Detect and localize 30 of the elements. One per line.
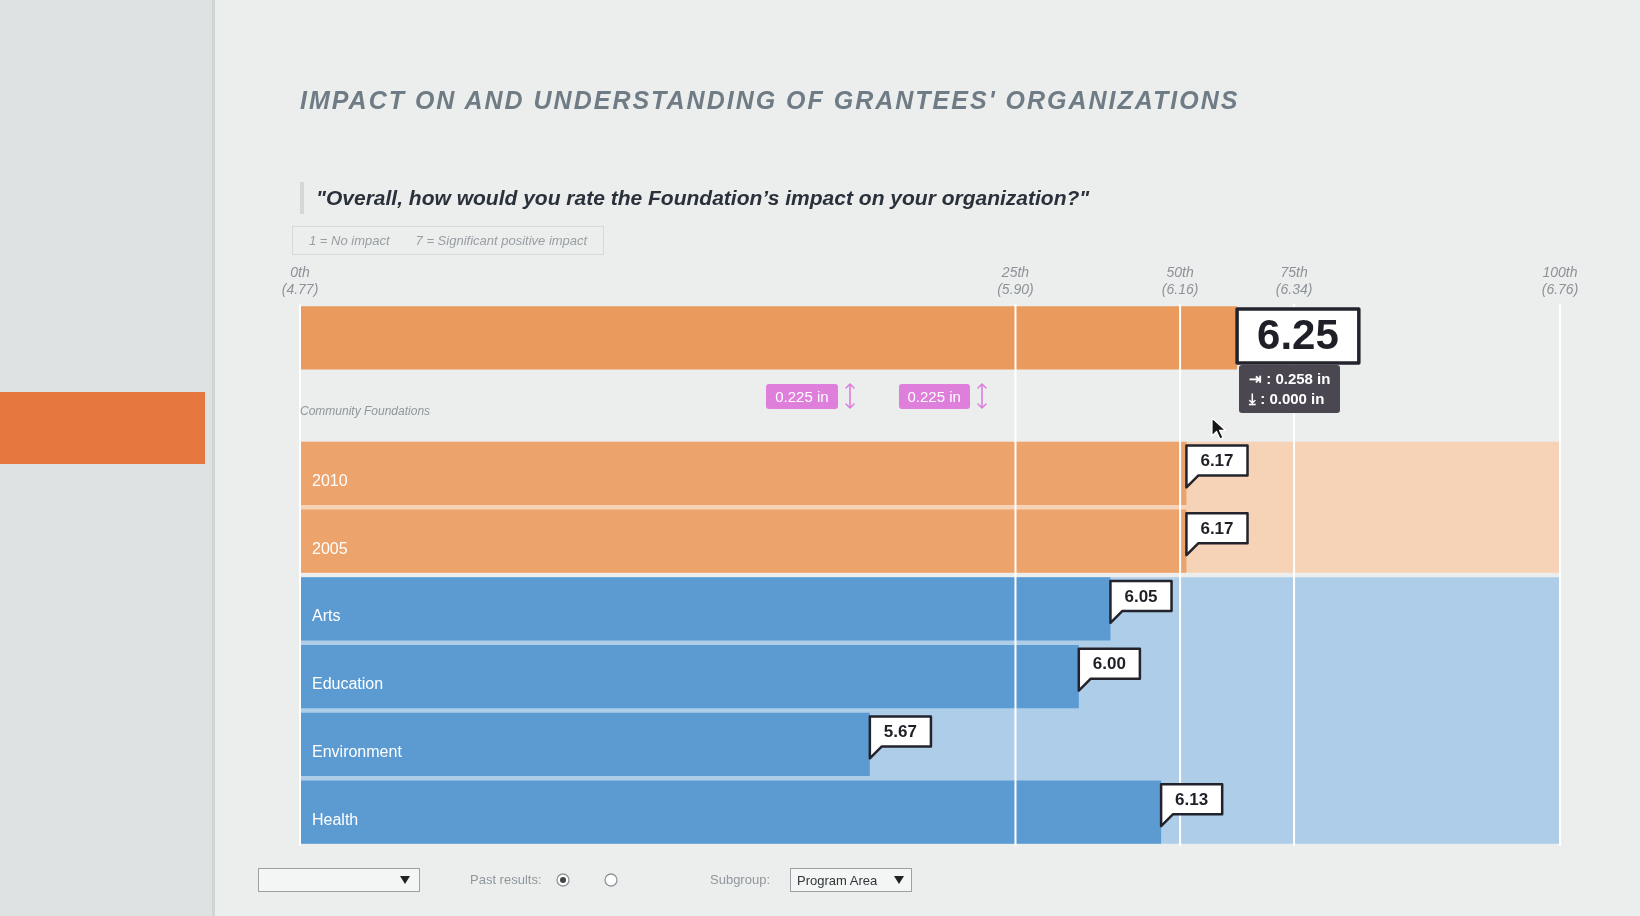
- y-tick-label: Environment: [312, 742, 403, 760]
- data-label: 6.17: [1200, 451, 1234, 471]
- ref-line-label: 75th (6.34): [1275, 264, 1313, 297]
- chart-title: IMPACT ON AND UNDERSTANDING OF GRANTEES' ORGANIZATIONS: [300, 86, 1240, 115]
- ref-line-label: 0th (4.77): [281, 264, 319, 297]
- text: Past results:: [470, 872, 542, 887]
- data-label: 6.05: [1124, 586, 1158, 606]
- annotation: ⇥ : 0.258 in: [1249, 368, 1331, 389]
- ref-line-label: 50th (6.16): [1161, 264, 1199, 297]
- data-label: 6.13: [1175, 789, 1209, 809]
- y-tick-label: Community Foundations: [300, 403, 431, 418]
- y-tick-label: 2010: [312, 471, 348, 489]
- annotation: ⤓ : 0.000 in: [1249, 388, 1326, 409]
- text: 7 = Significant positive impact: [415, 233, 588, 248]
- text: Subgroup:: [710, 872, 770, 887]
- y-tick-label: Arts: [312, 607, 341, 625]
- data-label: 6.17: [1200, 518, 1234, 538]
- chart-subtitle: "Overall, how would you rate the Foundation’s impact on your organization?": [300, 182, 1090, 214]
- y-tick-label: 2005: [312, 539, 348, 557]
- data-label: 6.00: [1092, 654, 1126, 674]
- y-tick-label: Health: [312, 810, 359, 828]
- data-label: 6.25: [1257, 311, 1339, 359]
- annotation: 0.225 in: [898, 383, 970, 409]
- ref-line-label: 25th (5.90): [997, 264, 1034, 297]
- data-label: 5.67: [883, 722, 917, 742]
- annotation: 0.225 in: [766, 383, 838, 409]
- text: 1 = No impact: [309, 233, 390, 248]
- ref-line-label: 100th (6.76): [1541, 264, 1579, 297]
- y-tick-label: Education: [312, 675, 384, 693]
- text: Program Area: [797, 873, 878, 888]
